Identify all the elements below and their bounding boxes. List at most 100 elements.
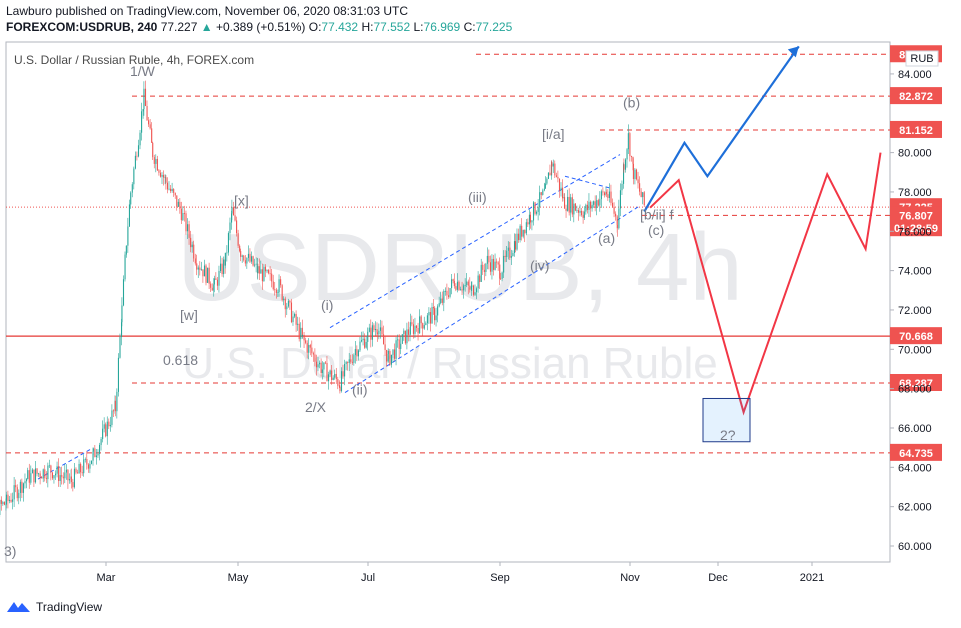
candle-body — [618, 208, 620, 229]
candle-body — [34, 468, 37, 483]
candle-body — [86, 459, 88, 465]
candle-body — [329, 370, 331, 375]
candle-body — [630, 156, 632, 158]
candle-body — [5, 504, 7, 506]
candle-body — [48, 465, 50, 467]
candle-body — [437, 306, 439, 316]
candle-body — [370, 327, 372, 340]
x-tick-label: 2021 — [800, 572, 824, 584]
wave-labels: 1/W [x] [w] 0.618 (i) 2/X (ii) (iii) (iv) [i/a] (a… — [4, 63, 736, 559]
candle-body — [453, 280, 455, 287]
candle-body — [394, 349, 396, 359]
candle-body — [496, 261, 498, 263]
candle-body — [177, 201, 179, 207]
candle-body — [139, 132, 141, 146]
candle-body — [619, 190, 621, 209]
candle-body — [254, 264, 256, 266]
candle-body — [320, 362, 322, 373]
candle-body — [501, 272, 503, 279]
candle-body — [379, 327, 381, 331]
candle-body — [121, 305, 123, 323]
candle-body — [359, 341, 361, 351]
candle-body — [127, 226, 129, 246]
candle-body — [608, 191, 610, 198]
candle-body — [236, 220, 238, 234]
candle-body — [62, 476, 64, 479]
wave-label: 2? — [720, 427, 736, 443]
channel-line — [564, 175, 611, 189]
candle-body — [15, 485, 17, 488]
candle-body — [250, 256, 253, 262]
time-axis[interactable]: Mar May Jul Sep Nov Dec 2021 — [97, 562, 825, 584]
candle-body — [356, 349, 358, 357]
candle-body — [417, 327, 419, 334]
symbol-label: FOREXCOM:USDRUB, 240 — [6, 20, 158, 34]
currency-button-label[interactable]: RUB — [910, 53, 933, 65]
candle-body — [532, 202, 535, 221]
candle-body — [149, 124, 151, 129]
candle-body — [583, 211, 585, 218]
wave-label: [x] — [234, 193, 249, 209]
candle-body — [392, 349, 394, 355]
candle-body — [324, 362, 326, 364]
price-axis[interactable]: 85.00082.87281.15277.22501:28:5976.80770… — [890, 45, 942, 553]
candle-body — [607, 194, 609, 198]
candle-body — [635, 169, 638, 180]
candle-body — [599, 199, 601, 206]
candle-body — [203, 265, 206, 277]
candle-body — [231, 207, 233, 214]
candle-body — [92, 451, 94, 461]
candle-body — [588, 201, 590, 210]
last-price: 77.227 — [160, 20, 198, 34]
candle-body — [470, 286, 472, 290]
candle-body — [67, 469, 69, 481]
candle-body — [472, 285, 475, 295]
candle-body — [45, 477, 47, 480]
symbol-quote-line: FOREXCOM:USDRUB, 240 77.227 ▲ +0.389 (+0… — [6, 20, 512, 34]
candle-body — [152, 142, 154, 158]
candle-body — [302, 334, 304, 336]
candle-body — [499, 264, 501, 279]
candle-body — [77, 472, 79, 474]
candle-body — [345, 361, 347, 364]
y-tick-label: 78.000 — [898, 187, 932, 199]
candle-body — [111, 410, 113, 425]
candle-body — [191, 244, 193, 248]
candle-body — [389, 350, 391, 365]
candle-body — [339, 386, 341, 392]
candle-body — [500, 278, 502, 280]
candle-body — [215, 278, 217, 280]
candle-body — [26, 479, 28, 482]
candle-body — [292, 316, 294, 323]
candle-body — [58, 466, 60, 481]
currency-button[interactable]: RUB — [905, 50, 939, 67]
candle-body — [142, 109, 144, 112]
plot-area[interactable] — [5, 41, 891, 563]
candle-body — [281, 285, 283, 301]
candle-body — [289, 300, 291, 303]
candle-body — [365, 341, 367, 348]
candle-body — [294, 313, 296, 317]
candle-body — [208, 267, 210, 284]
candle-body — [165, 177, 167, 183]
wave-label: [w] — [180, 307, 198, 323]
candle-body — [179, 201, 181, 209]
candle-body — [612, 202, 614, 207]
candle-body — [2, 502, 4, 504]
candle-body — [239, 245, 241, 252]
candle-body — [567, 196, 569, 211]
candle-body — [159, 172, 162, 177]
low-label: L: — [413, 20, 424, 34]
candle-body — [33, 469, 35, 483]
candle-body — [573, 203, 575, 215]
candle-body — [458, 281, 460, 290]
candle-body — [512, 253, 514, 257]
candle-body — [489, 262, 491, 272]
candle-body — [278, 279, 280, 293]
level-badge — [890, 206, 942, 224]
candle-body — [582, 215, 584, 218]
candle-body — [626, 149, 628, 160]
candle-body — [407, 329, 410, 335]
candle-body — [480, 264, 482, 282]
